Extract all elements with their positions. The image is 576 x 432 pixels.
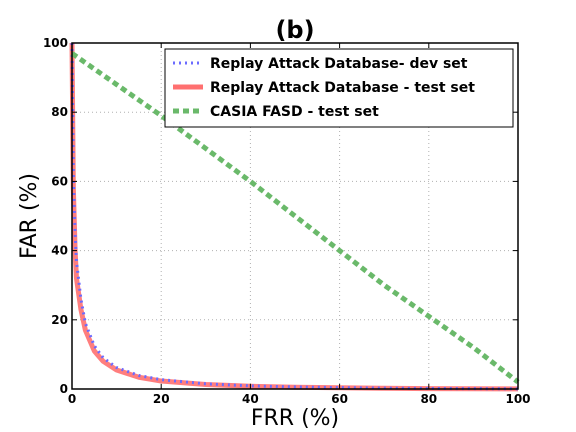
grid-lines (72, 43, 518, 389)
x-tick-label: 20 (153, 392, 170, 406)
y-tick-label: 40 (51, 244, 68, 258)
legend: Replay Attack Database- dev set Replay At… (164, 48, 514, 128)
x-tick-label: 100 (505, 392, 530, 406)
y-axis-label: FAR (%) (17, 173, 42, 259)
x-tick-label: 80 (420, 392, 437, 406)
y-tick-label: 60 (51, 174, 68, 188)
legend-label-0: Replay Attack Database- dev set (210, 56, 468, 72)
legend-label-1: Replay Attack Database - test set (210, 80, 475, 96)
legend-box (164, 48, 514, 128)
y-tick-label: 0 (60, 382, 68, 396)
y-tick-label: 100 (43, 36, 68, 50)
plot-frame (71, 42, 519, 390)
axis-ticks: 0 20 40 60 80 100 0 20 40 60 80 100 (43, 36, 531, 406)
chart-title: (b) (275, 16, 314, 44)
y-tick-label: 80 (51, 105, 68, 119)
x-tick-label: 40 (242, 392, 259, 406)
x-tick-label: 0 (68, 392, 76, 406)
legend-label-2: CASIA FASD - test set (210, 104, 379, 120)
series-line-2 (70, 51, 520, 385)
series-line-0 (70, 42, 519, 391)
x-tick-label: 60 (331, 392, 348, 406)
x-axis-label: FRR (%) (251, 406, 339, 431)
y-tick-label: 20 (51, 313, 68, 327)
